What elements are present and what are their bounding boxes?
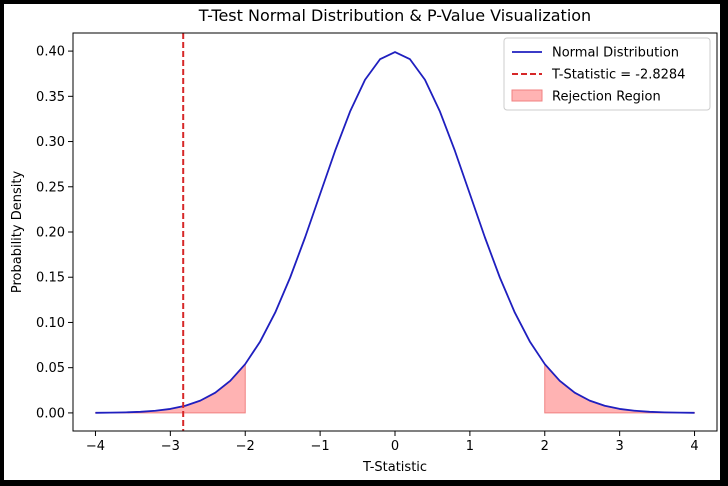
y-axis-label: Probability Density	[10, 171, 25, 294]
x-tick-label: −3	[161, 439, 180, 454]
y-tick-label: 0.40	[36, 45, 65, 60]
x-tick-label: 4	[690, 439, 698, 454]
y-tick-label: 0.15	[36, 271, 65, 286]
y-tick-label: 0.05	[36, 361, 65, 376]
y-axis-ticks: 0.00 0.05 0.10 0.15 0.20 0.25 0.30 0.35 0.40	[36, 45, 73, 421]
y-tick-label: 0.30	[36, 135, 65, 150]
x-axis-label: T-Statistic	[362, 460, 427, 475]
t-test-chart: T-Test Normal Distribution & P-Value Vis…	[10, 6, 718, 475]
y-tick-label: 0.35	[36, 90, 65, 105]
legend-label-t-statistic: T-Statistic = -2.8284	[551, 68, 685, 83]
legend-box	[503, 37, 711, 111]
y-tick-label: 0.25	[36, 180, 65, 195]
x-axis-ticks: −4 −3 −2 −1 0 1 2 3 4	[86, 431, 699, 454]
y-tick-label: 0.00	[36, 406, 65, 421]
y-tick-label: 0.20	[36, 226, 65, 241]
x-tick-label: 0	[391, 439, 399, 454]
legend-label-normal: Normal Distribution	[552, 46, 679, 61]
legend-label-rejection: Rejection Region	[552, 90, 661, 105]
series-lines	[95, 33, 695, 431]
x-tick-label: 3	[616, 439, 624, 454]
figure: T-Test Normal Distribution & P-Value Vis…	[4, 4, 720, 480]
normal-distribution-line	[95, 51, 695, 414]
x-tick-label: 2	[541, 439, 549, 454]
x-tick-label: −4	[86, 439, 105, 454]
rejection-region-left	[94, 362, 246, 414]
y-tick-label: 0.10	[36, 316, 65, 331]
chart-title: T-Test Normal Distribution & P-Value Vis…	[198, 6, 591, 25]
x-tick-label: −1	[311, 439, 330, 454]
x-tick-label: −2	[236, 439, 255, 454]
legend-swatch-rejection	[511, 89, 543, 102]
x-tick-label: 1	[466, 439, 474, 454]
legend: Normal Distribution T-Statistic = -2.8284…	[503, 37, 711, 111]
rejection-region-right	[544, 362, 696, 414]
